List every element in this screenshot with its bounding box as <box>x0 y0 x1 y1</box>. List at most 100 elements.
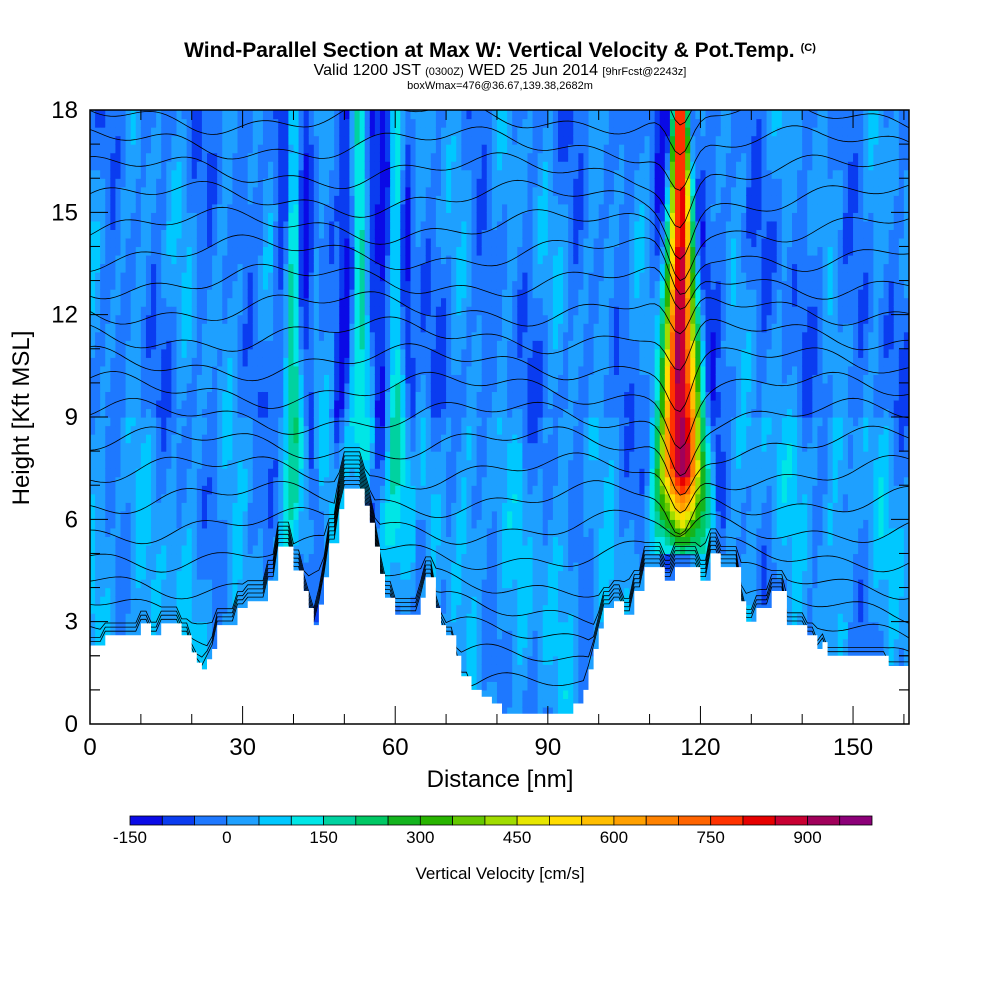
velocity-cell <box>120 365 127 375</box>
velocity-cell <box>252 442 259 452</box>
velocity-cell <box>191 425 198 435</box>
velocity-cell <box>232 195 239 205</box>
velocity-cell <box>410 246 417 256</box>
velocity-cell <box>191 289 198 299</box>
velocity-cell <box>100 135 106 145</box>
velocity-cell <box>405 587 412 597</box>
velocity-cell <box>293 254 300 265</box>
velocity-cell <box>324 485 330 495</box>
velocity-cell <box>166 468 172 478</box>
velocity-cell <box>145 220 152 230</box>
velocity-cell <box>176 570 183 580</box>
velocity-cell <box>369 399 376 410</box>
velocity-cell <box>115 246 122 256</box>
velocity-cell <box>395 519 401 529</box>
velocity-cell <box>293 357 300 367</box>
velocity-cell <box>364 135 371 145</box>
velocity-cell <box>247 399 254 410</box>
velocity-cell <box>237 237 244 248</box>
velocity-cell <box>100 306 106 316</box>
velocity-cell <box>318 237 325 248</box>
velocity-cell <box>313 553 320 563</box>
velocity-cell <box>125 297 132 307</box>
velocity-cell <box>212 314 218 324</box>
velocity-cell <box>196 604 203 614</box>
velocity-cell <box>151 621 157 631</box>
velocity-cell <box>125 280 132 290</box>
velocity-cell <box>130 425 137 435</box>
velocity-cell <box>395 229 401 239</box>
velocity-cell <box>430 357 437 367</box>
velocity-cell <box>237 212 244 222</box>
velocity-cell <box>212 527 218 537</box>
velocity-cell <box>207 246 213 256</box>
velocity-cell <box>217 604 223 614</box>
velocity-cell <box>186 382 193 393</box>
velocity-cell <box>430 544 437 555</box>
velocity-cell <box>288 519 295 529</box>
velocity-cell <box>400 340 406 350</box>
velocity-cell <box>90 195 96 205</box>
velocity-cell <box>120 118 127 128</box>
velocity-cell <box>257 340 264 350</box>
velocity-cell <box>369 297 376 307</box>
velocity-cell <box>385 510 391 520</box>
velocity-cell <box>156 510 162 520</box>
velocity-cell <box>130 493 137 503</box>
velocity-cell <box>95 468 101 478</box>
velocity-cell <box>257 527 264 537</box>
velocity-cell <box>90 263 96 273</box>
velocity-cell <box>232 220 239 230</box>
velocity-cell <box>262 220 269 230</box>
velocity-cell <box>222 604 228 614</box>
velocity-cell <box>262 289 269 299</box>
velocity-cell <box>435 502 442 512</box>
velocity-cell <box>262 340 269 350</box>
velocity-cell <box>324 229 330 239</box>
velocity-cell <box>247 229 254 239</box>
velocity-cell <box>369 391 376 401</box>
velocity-cell <box>324 203 330 213</box>
velocity-cell <box>385 127 391 137</box>
velocity-cell <box>212 195 218 205</box>
velocity-cell <box>283 391 289 401</box>
velocity-cell <box>95 493 101 503</box>
velocity-cell <box>283 203 289 213</box>
velocity-cell <box>252 195 259 205</box>
velocity-cell <box>334 152 340 162</box>
velocity-cell <box>252 408 259 418</box>
velocity-cell <box>379 382 386 393</box>
velocity-cell <box>400 365 406 375</box>
velocity-cell <box>354 186 361 196</box>
velocity-cell <box>207 510 213 520</box>
velocity-cell <box>324 399 330 410</box>
velocity-cell <box>273 229 279 239</box>
velocity-cell <box>242 425 249 435</box>
velocity-cell <box>186 220 193 230</box>
velocity-cell <box>395 289 401 299</box>
velocity-cell <box>196 212 203 222</box>
velocity-cell <box>237 161 244 171</box>
velocity-cell <box>135 306 142 316</box>
velocity-cell <box>237 263 244 273</box>
velocity-cell <box>166 399 172 410</box>
velocity-cell <box>247 195 254 205</box>
velocity-cell <box>191 613 198 623</box>
velocity-cell <box>232 468 239 478</box>
velocity-cell <box>298 510 305 520</box>
velocity-cell <box>222 502 228 512</box>
velocity-cell <box>232 519 239 529</box>
velocity-cell <box>369 374 376 384</box>
velocity-cell <box>273 237 279 248</box>
velocity-cell <box>273 510 279 520</box>
velocity-cell <box>278 229 284 239</box>
velocity-cell <box>288 254 295 265</box>
velocity-cell <box>166 306 172 316</box>
velocity-cell <box>324 195 330 205</box>
velocity-cell <box>324 110 330 120</box>
velocity-cell <box>339 152 345 162</box>
velocity-cell <box>324 527 330 537</box>
velocity-cell <box>273 135 279 145</box>
velocity-cell <box>201 263 208 273</box>
velocity-cell <box>105 485 111 495</box>
